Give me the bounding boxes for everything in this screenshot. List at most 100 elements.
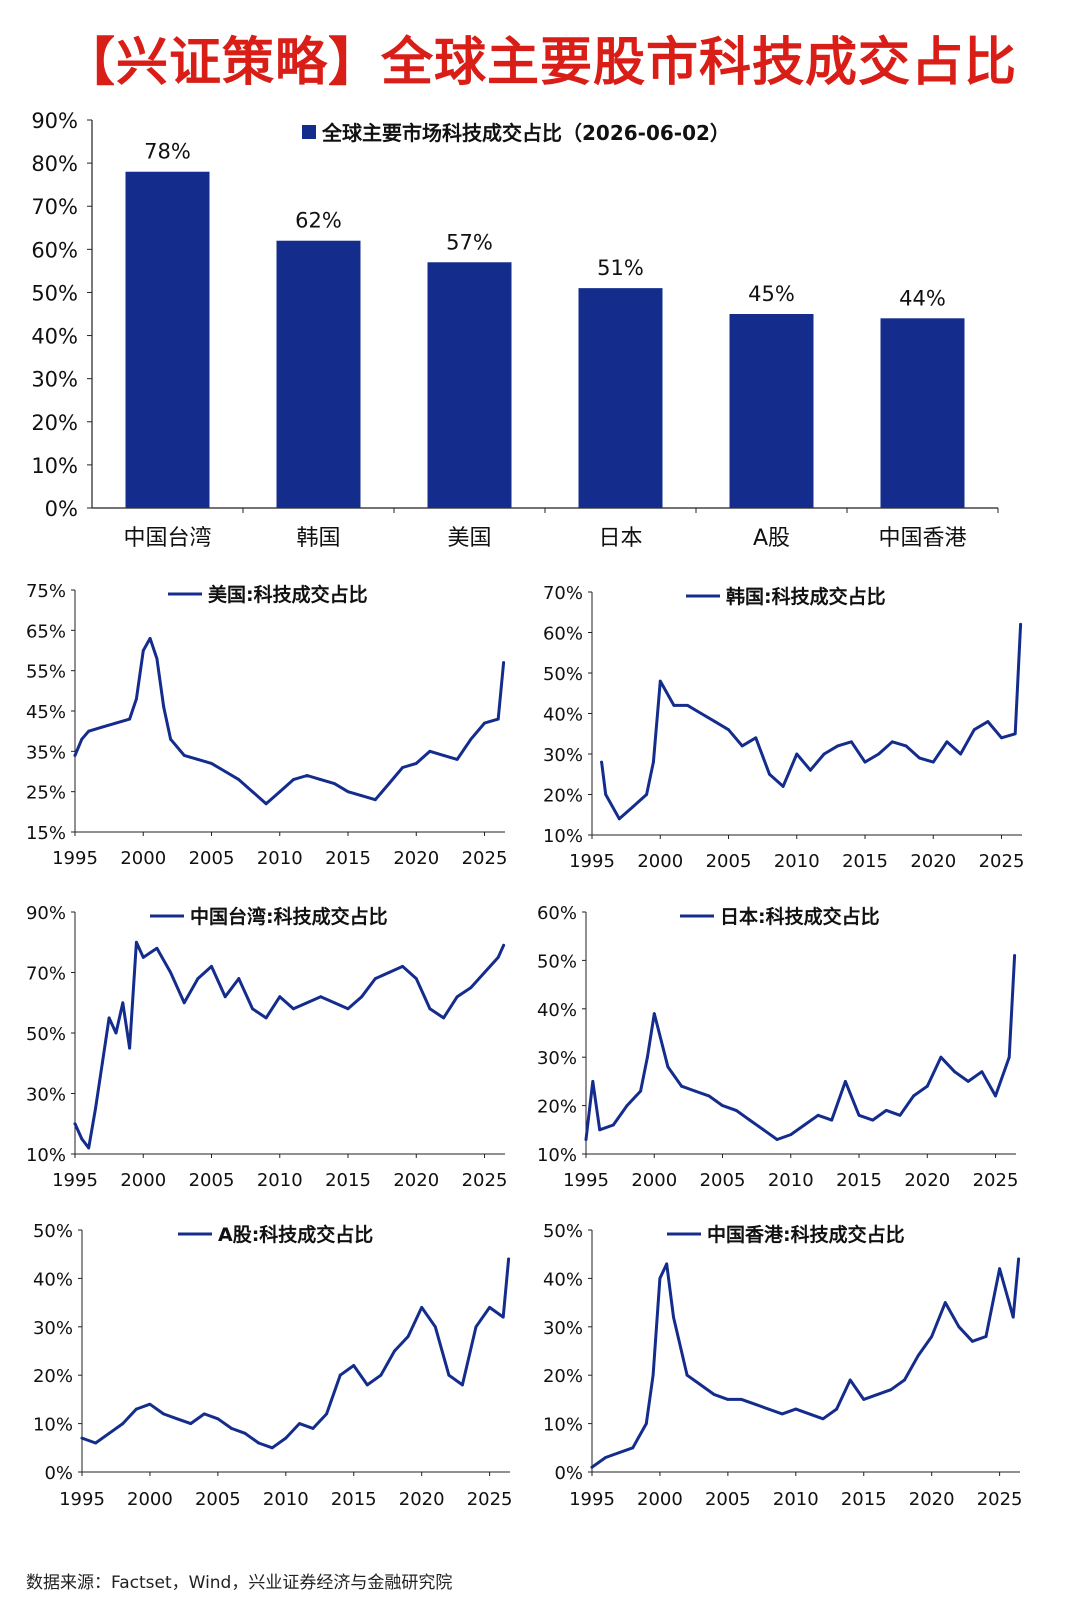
bar	[578, 288, 663, 508]
data-point	[912, 1094, 916, 1098]
y-tick-label: 70%	[26, 964, 66, 985]
data-point	[1019, 623, 1023, 626]
data-point	[414, 762, 418, 765]
data-point	[73, 753, 77, 757]
data-point	[401, 965, 405, 968]
data-point	[898, 1113, 902, 1117]
y-tick-label: 0%	[554, 1463, 583, 1484]
x-tick-label: 2010	[774, 851, 820, 872]
data-point	[734, 1109, 738, 1112]
data-point	[325, 1412, 328, 1416]
data-point	[401, 766, 405, 769]
x-tick-label: 2005	[195, 1489, 241, 1510]
data-point	[1013, 732, 1017, 736]
data-point	[658, 679, 662, 683]
data-point	[721, 1104, 724, 1107]
data-point	[278, 995, 282, 999]
x-tick-label: 2005	[705, 1489, 751, 1510]
y-tick-label: 50%	[543, 664, 583, 685]
x-tick-label: 1995	[59, 1489, 105, 1510]
data-label: 57%	[446, 230, 493, 254]
data-point	[148, 1402, 152, 1406]
x-tick-label: 2015	[842, 851, 888, 872]
x-tick-label: 2010	[257, 848, 303, 869]
bar	[125, 171, 210, 508]
y-tick-label: 0%	[44, 1463, 73, 1484]
data-point	[155, 657, 159, 660]
data-point	[665, 1262, 669, 1266]
legend-label: 全球主要市场科技成交占比（2026-06-02）	[321, 121, 730, 145]
data-point	[346, 790, 350, 794]
x-tick-label: 2020	[904, 1170, 950, 1191]
source-note: 数据来源：Factset，Wind，兴业证券经济与金融研究院	[26, 1573, 453, 1593]
data-point	[816, 1113, 820, 1117]
data-label: 45%	[748, 282, 795, 306]
data-point	[237, 977, 241, 980]
legend-label: A股:科技成交占比	[218, 1223, 373, 1246]
data-point	[230, 1427, 233, 1430]
data-point	[789, 1133, 793, 1137]
series-line	[80, 1257, 511, 1450]
data-point	[387, 971, 391, 974]
x-tick-label: 2010	[773, 1489, 819, 1510]
data-point	[182, 753, 186, 757]
data-point	[998, 1267, 1002, 1271]
y-tick-label: 15%	[26, 823, 66, 844]
data-point	[699, 712, 703, 715]
data-point	[781, 785, 785, 788]
x-tick-label: 2025	[467, 1489, 513, 1510]
data-point	[972, 728, 976, 732]
y-tick-label: 10%	[33, 1415, 73, 1436]
data-point	[169, 737, 172, 741]
data-point	[780, 1412, 784, 1416]
data-point	[877, 752, 881, 756]
data-point	[80, 737, 84, 741]
legend-label: 美国:科技成交占比	[208, 583, 368, 606]
y-tick-label: 10%	[26, 1145, 66, 1166]
data-point	[604, 1456, 607, 1459]
line-chart-taiwan: 10% 30% 50% 70% 90% 1995 2000 2005 2010 2015 2020 2…	[26, 903, 507, 1191]
data-point	[611, 1123, 615, 1127]
data-point	[107, 1431, 111, 1435]
data-point	[189, 1422, 193, 1425]
data-point	[332, 782, 336, 785]
legend-label: 韩国:科技成交占比	[726, 585, 886, 608]
data-point	[740, 1398, 743, 1401]
data-point	[821, 1417, 825, 1421]
data-point	[202, 1412, 206, 1416]
y-tick-label: 50%	[33, 1221, 73, 1242]
data-point	[319, 995, 323, 999]
y-tick-label: 75%	[26, 581, 66, 602]
data-point	[414, 977, 418, 980]
data-point	[311, 1427, 315, 1430]
data-point	[175, 1417, 179, 1421]
y-tick-label: 40%	[543, 705, 583, 726]
data-point	[966, 1080, 970, 1083]
y-tick-label: 20%	[537, 1097, 577, 1118]
data-point	[971, 1339, 974, 1343]
data-point	[442, 753, 445, 757]
data-point	[794, 1407, 798, 1411]
category-label: 美国	[447, 526, 491, 551]
data-point	[496, 717, 500, 721]
x-tick-label: 2020	[909, 1489, 955, 1510]
data-point	[809, 768, 812, 772]
data-point	[591, 1080, 595, 1083]
data-point	[672, 1315, 675, 1319]
data-point	[141, 955, 145, 959]
x-tick-label: 2005	[706, 851, 752, 872]
data-point	[488, 1306, 492, 1309]
data-point	[849, 740, 853, 744]
x-tick-label: 1995	[52, 848, 98, 869]
data-point	[645, 793, 649, 796]
y-tick-label: 30%	[26, 1085, 66, 1106]
data-point	[428, 749, 432, 753]
data-point	[305, 1001, 309, 1005]
data-point	[210, 762, 213, 765]
data-point	[994, 1094, 997, 1098]
data-point	[930, 1335, 934, 1338]
data-point	[658, 1277, 662, 1280]
data-point	[590, 1465, 594, 1469]
data-point	[305, 774, 309, 777]
y-tick-label: 30%	[543, 745, 583, 766]
